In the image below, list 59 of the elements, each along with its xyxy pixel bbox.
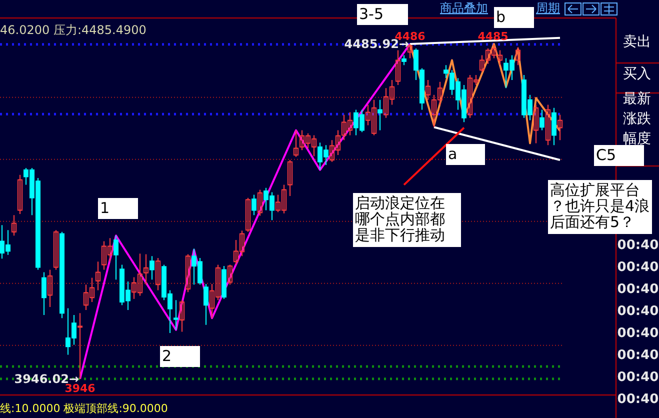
annotation: 4485 bbox=[478, 30, 508, 43]
candlestick bbox=[294, 130, 298, 158]
candlestick bbox=[288, 159, 292, 196]
text: 00:40 bbox=[617, 304, 659, 319]
candlestick bbox=[546, 104, 550, 146]
candlestick bbox=[54, 230, 58, 270]
text: 涨跌 bbox=[623, 111, 651, 127]
candlestick bbox=[426, 80, 430, 100]
candlestick bbox=[18, 174, 22, 214]
text: 周期 bbox=[536, 1, 560, 15]
text: 卖出 bbox=[623, 34, 651, 50]
text: 买入 bbox=[623, 66, 651, 82]
candlestick bbox=[258, 189, 262, 216]
text: 00:40 bbox=[617, 370, 659, 385]
annotation: 3946 bbox=[64, 382, 96, 395]
text: 幅度 bbox=[623, 131, 651, 147]
candlestick bbox=[408, 44, 412, 59]
text: 00:40 bbox=[617, 238, 659, 253]
candlestick bbox=[228, 264, 232, 286]
candlestick bbox=[144, 254, 148, 286]
annotation: 启动浪定位在哪个点内部都是非下行推动 bbox=[355, 194, 445, 244]
annotation: b bbox=[496, 8, 506, 26]
candlestick bbox=[396, 50, 400, 86]
candlestick bbox=[246, 197, 250, 232]
candlestick bbox=[186, 254, 190, 293]
candlestick bbox=[96, 261, 100, 291]
annotation: 1 bbox=[100, 199, 110, 217]
text: 00:40 bbox=[617, 326, 659, 341]
candlestick bbox=[534, 104, 538, 144]
text: 00:40 bbox=[617, 348, 659, 363]
candlestick bbox=[12, 214, 16, 236]
candlestick bbox=[402, 54, 406, 66]
candlestick bbox=[378, 99, 382, 131]
candlestick bbox=[150, 256, 154, 280]
candlestick bbox=[48, 269, 52, 308]
annotation: 46.0200 压力:4485.4900 bbox=[0, 23, 146, 37]
candlestick bbox=[174, 300, 178, 330]
text: 最新 bbox=[623, 91, 651, 107]
candlestick bbox=[78, 312, 82, 380]
candlestick bbox=[180, 300, 184, 332]
text: C5 bbox=[596, 146, 616, 164]
candlestick bbox=[558, 114, 562, 141]
text: 00:40 bbox=[617, 282, 659, 297]
annotation: a bbox=[448, 145, 458, 163]
candlestick bbox=[552, 107, 556, 146]
candlestick bbox=[156, 257, 160, 291]
candlestick bbox=[114, 235, 118, 280]
text: 线:10.0000 极端顶部线:90.0000 bbox=[0, 402, 168, 415]
annotation: 高位扩展平台？也许只是4浪后面还有5？ bbox=[550, 181, 650, 231]
annotation: 2 bbox=[162, 347, 172, 365]
annotation: 3-5 bbox=[359, 5, 384, 23]
candlestick bbox=[516, 46, 520, 66]
candlestick bbox=[540, 109, 544, 131]
candlestick bbox=[42, 272, 46, 316]
candlestick bbox=[204, 284, 208, 326]
text: 00:40 bbox=[617, 260, 659, 275]
candlestick bbox=[252, 194, 256, 216]
text: 商品叠加 bbox=[440, 1, 488, 15]
text: 00:40 bbox=[617, 392, 659, 407]
